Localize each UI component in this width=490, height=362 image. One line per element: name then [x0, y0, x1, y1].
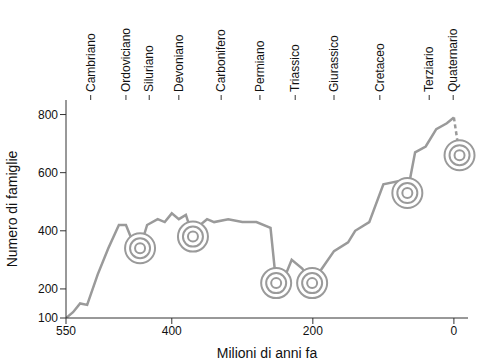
svg-text:Ordoviciano: Ordoviciano — [119, 28, 133, 92]
svg-text:600: 600 — [38, 166, 58, 180]
svg-text:Cretaceo: Cretaceo — [373, 43, 387, 92]
svg-text:Triassico: Triassico — [288, 44, 302, 92]
svg-text:100: 100 — [38, 311, 58, 325]
svg-text:Terziario: Terziario — [422, 46, 436, 92]
svg-text:550: 550 — [56, 324, 76, 338]
svg-text:Permiano: Permiano — [253, 40, 267, 92]
svg-text:0: 0 — [451, 324, 458, 338]
svg-text:Giurassico: Giurassico — [327, 35, 341, 92]
svg-text:Siluriano: Siluriano — [142, 45, 156, 92]
svg-text:Devoniano: Devoniano — [172, 34, 186, 92]
svg-text:200: 200 — [38, 282, 58, 296]
svg-text:400: 400 — [38, 224, 58, 238]
svg-text:Numero di famiglie: Numero di famiglie — [4, 150, 20, 267]
svg-text:200: 200 — [303, 324, 323, 338]
svg-text:Cambriano: Cambriano — [84, 33, 98, 92]
svg-text:Quaternario: Quaternario — [446, 28, 460, 92]
svg-text:Milioni di anni fa: Milioni di anni fa — [217, 345, 318, 361]
svg-text:800: 800 — [38, 108, 58, 122]
svg-text:Carbonifero: Carbonifero — [214, 29, 228, 92]
svg-text:400: 400 — [162, 324, 182, 338]
